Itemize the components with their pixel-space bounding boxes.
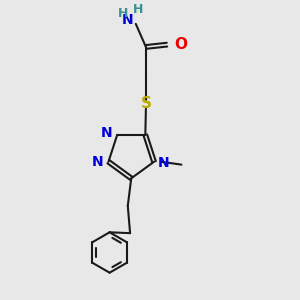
Text: S: S bbox=[140, 96, 152, 111]
Text: O: O bbox=[174, 37, 187, 52]
Text: H: H bbox=[133, 3, 143, 16]
Text: N: N bbox=[121, 13, 133, 27]
Text: H: H bbox=[118, 7, 129, 20]
Text: N: N bbox=[100, 126, 112, 140]
Text: N: N bbox=[158, 156, 169, 170]
Text: N: N bbox=[92, 155, 103, 169]
